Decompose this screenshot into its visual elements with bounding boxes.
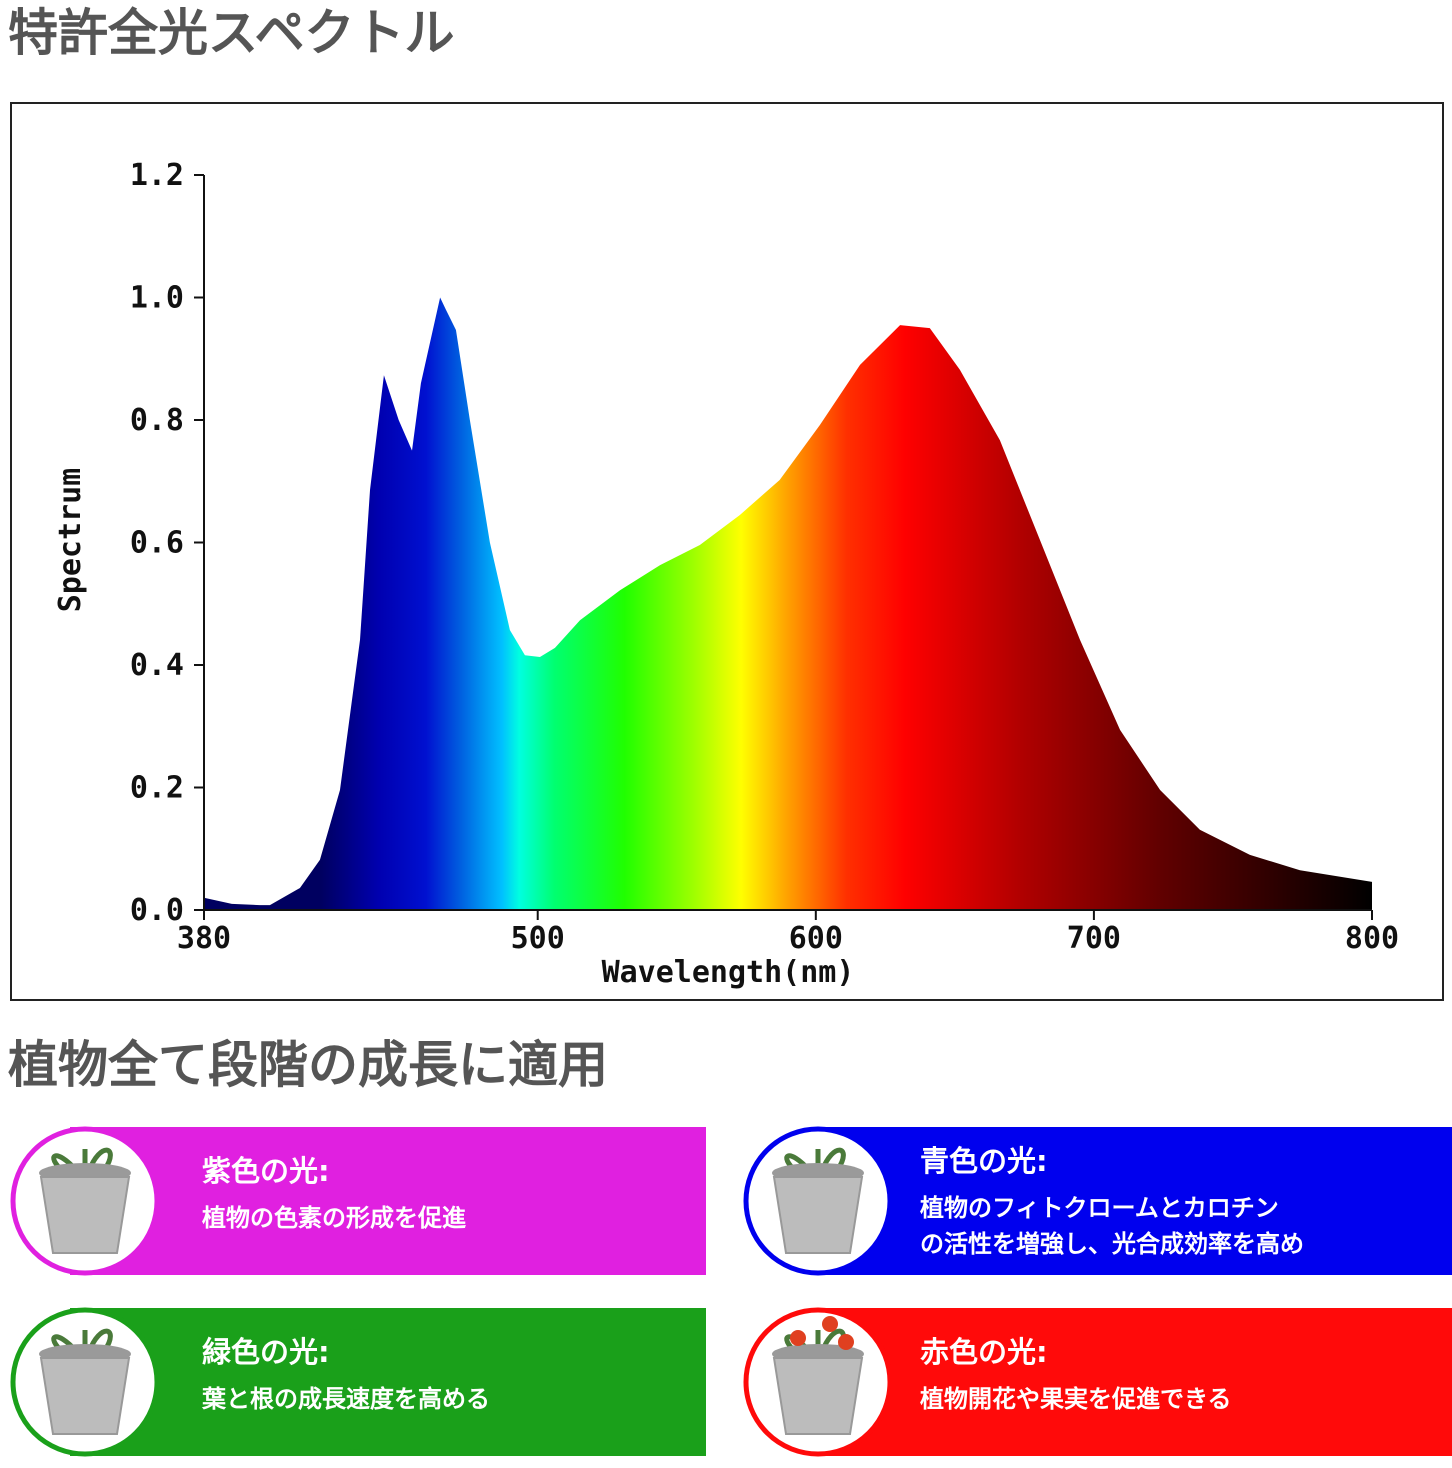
y-tick-label: 1.2 [130, 158, 184, 193]
card-banner [70, 1127, 706, 1275]
card-text: 植物のフィトクロームとカロチン [920, 1194, 1279, 1222]
spectrum-area [204, 297, 1372, 910]
x-axis-label: Wavelength(nm) [602, 955, 855, 990]
chart-frame [10, 102, 1444, 1001]
y-axis-label: Spectrum [53, 468, 88, 613]
x-tick-label: 600 [789, 921, 843, 956]
card-banner [810, 1127, 1452, 1275]
card-title: 緑色の光: [202, 1335, 330, 1369]
card-title: 青色の光: [920, 1144, 1048, 1178]
pot-icon [772, 1316, 864, 1435]
card-text: の活性を増強し、光合成効率を高め [920, 1230, 1304, 1258]
pot-body [39, 1176, 131, 1254]
x-tick-label: 380 [177, 921, 231, 956]
card-banner [70, 1308, 706, 1456]
y-tick-label: 1.0 [130, 281, 184, 316]
x-tick-label: 800 [1345, 921, 1399, 956]
chart: 0.0 0.2 0.4 0.6 0.8 1.0 1.2 380 500 600 700 800 Wave… [53, 158, 1399, 990]
card-text: 植物の色素の形成を促進 [202, 1204, 466, 1232]
cards: 紫色の光: 植物の色素の形成を促進 青色の光: 植物のフィトクロームとカロチンの活性を… [10, 1126, 1452, 1457]
pot-body [39, 1357, 131, 1435]
card-title: 赤色の光: [920, 1335, 1048, 1369]
y-tick-label: 0.2 [130, 771, 184, 806]
card-title: 紫色の光: [202, 1154, 330, 1188]
y-tick-label: 0.0 [130, 893, 184, 928]
y-tick-label: 0.6 [130, 526, 184, 561]
flower [790, 1330, 806, 1346]
section-title: 植物全て段階の成長に適用 [8, 1036, 608, 1094]
card-text: 葉と根の成長速度を高める [201, 1385, 490, 1413]
pot-icon [772, 1147, 864, 1254]
pot-icon [39, 1328, 131, 1435]
page-title: 特許全光スペクトル [8, 4, 455, 62]
card-text: 植物開花や果実を促進できる [920, 1385, 1232, 1413]
card-banner [810, 1308, 1452, 1456]
flower [838, 1334, 854, 1350]
y-tick-label: 0.8 [130, 403, 184, 438]
pot-body [772, 1176, 864, 1254]
pot-body [772, 1357, 864, 1435]
flower [822, 1316, 838, 1332]
x-tick-label: 700 [1067, 921, 1121, 956]
y-tick-label: 0.4 [130, 648, 184, 683]
pot-icon [39, 1147, 131, 1254]
x-tick-label: 500 [511, 921, 565, 956]
